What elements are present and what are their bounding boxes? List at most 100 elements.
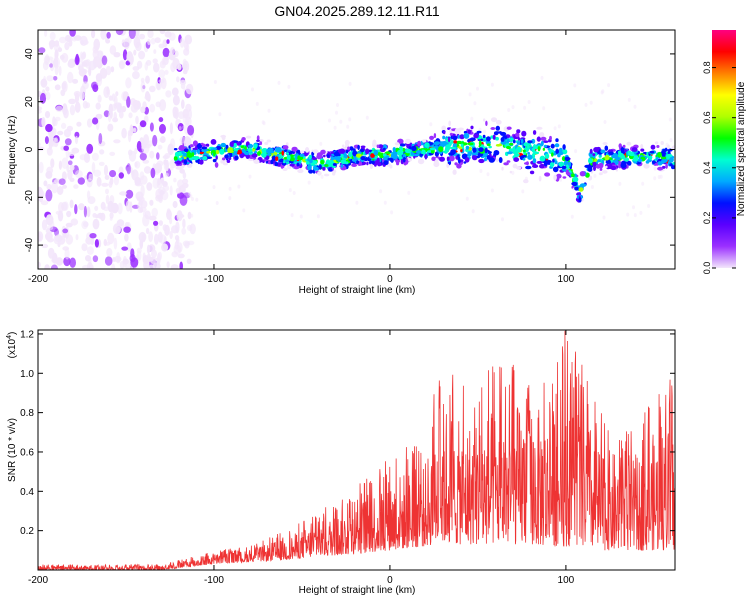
signal-blob <box>376 157 380 164</box>
signal-blob <box>289 163 295 167</box>
signal-blob <box>431 156 436 161</box>
signal-blob <box>253 143 258 149</box>
signal-blob <box>191 151 195 157</box>
noise-blob <box>131 170 135 177</box>
noise-blob <box>169 122 173 135</box>
x-tick-label: -100 <box>204 575 224 586</box>
signal-blob <box>525 165 532 170</box>
signal-blob <box>275 147 279 152</box>
signal-blob <box>438 146 444 153</box>
noise-blob <box>182 182 189 189</box>
signal-blob <box>344 139 350 146</box>
signal-blob <box>593 165 596 171</box>
signal-blob <box>262 160 265 164</box>
y-tick-label: -40 <box>24 237 35 252</box>
signal-blob <box>411 145 417 152</box>
noise-blob <box>121 91 128 101</box>
signal-blob <box>450 146 457 150</box>
noise-blob <box>182 178 189 184</box>
signal-blob <box>476 130 482 134</box>
noise-blob <box>100 30 107 40</box>
signal-blob <box>378 144 384 149</box>
colorbar-axis: 0.0 0.2 0.4 0.6 0.8 <box>702 61 736 274</box>
signal-blob <box>599 167 603 171</box>
noise-blob <box>116 219 125 227</box>
scatter-dot <box>429 122 433 127</box>
signal-blob <box>309 159 313 163</box>
noise-blob <box>69 177 75 182</box>
noise-blob <box>58 202 64 213</box>
figure-title: GN04.2025.289.12.11.R11 <box>274 3 439 19</box>
noise-blob <box>80 52 86 60</box>
signal-blob <box>608 151 615 156</box>
scatter-dot <box>355 200 359 205</box>
noise-blob <box>121 246 129 251</box>
signal-blob <box>526 161 529 166</box>
scatter-dot <box>178 126 182 131</box>
noise-blob <box>136 140 142 152</box>
signal-blob <box>669 163 673 167</box>
signal-blob <box>442 135 446 140</box>
noise-blob <box>153 220 159 226</box>
noise-blob <box>153 49 157 54</box>
scatter-dot <box>190 213 194 218</box>
noise-blob <box>98 161 105 166</box>
noise-blob <box>142 214 150 227</box>
signal-blob <box>671 165 675 170</box>
noise-blob <box>69 164 75 171</box>
signal-blob <box>656 145 660 148</box>
noise-blob <box>64 34 72 43</box>
signal-blob <box>483 118 486 122</box>
noise-blob <box>148 264 155 269</box>
scatter-dot <box>601 89 605 94</box>
signal-blob <box>666 154 670 160</box>
signal-blob <box>520 138 524 144</box>
signal-blob <box>503 162 509 166</box>
scatter-dot <box>468 92 472 97</box>
noise-blob <box>157 144 163 150</box>
signal-blob <box>200 142 204 146</box>
signal-blob <box>236 141 241 146</box>
scatter-dot <box>242 208 246 213</box>
noise-blob <box>38 232 42 242</box>
signal-blob <box>320 159 325 165</box>
noise-blob <box>174 235 180 241</box>
x-tick-label: 100 <box>558 274 575 285</box>
noise-blob <box>105 188 109 195</box>
noise-blob <box>182 218 186 229</box>
scatter-dot <box>584 102 588 107</box>
noise-blob <box>144 61 149 71</box>
signal-blob <box>213 150 216 157</box>
noise-blob <box>48 139 53 150</box>
noise-blob <box>109 177 114 186</box>
signal-blob <box>173 156 178 161</box>
scatter-dot <box>618 181 622 186</box>
signal-blob <box>241 137 246 141</box>
noise-blob <box>164 69 169 75</box>
signal-blob <box>345 149 349 154</box>
noise-blob <box>170 47 175 56</box>
signal-blob <box>449 155 455 162</box>
scatter-dot <box>189 194 193 199</box>
signal-blob <box>570 173 575 178</box>
signal-blob <box>424 148 428 152</box>
scatter-dot <box>390 210 394 215</box>
signal-blob <box>555 138 559 143</box>
noise-blob <box>43 180 48 187</box>
signal-blob <box>368 160 376 165</box>
signal-blob <box>509 170 513 174</box>
signal-blob <box>552 166 559 173</box>
signal-blob <box>377 152 381 156</box>
signal-blob <box>558 161 565 167</box>
signal-blob <box>494 131 501 134</box>
noise-blob <box>97 212 104 219</box>
signal-blob <box>562 149 568 155</box>
signal-blob <box>529 170 535 175</box>
signal-blob <box>337 156 341 163</box>
signal-blob <box>199 159 204 165</box>
scatter-dot <box>476 86 479 91</box>
signal-blob <box>285 152 290 155</box>
signal-blob <box>312 149 319 154</box>
colorbar: 0.0 0.2 0.4 0.6 0.8 Normalized spectral ampl… <box>702 30 747 274</box>
signal-blob <box>579 171 586 177</box>
